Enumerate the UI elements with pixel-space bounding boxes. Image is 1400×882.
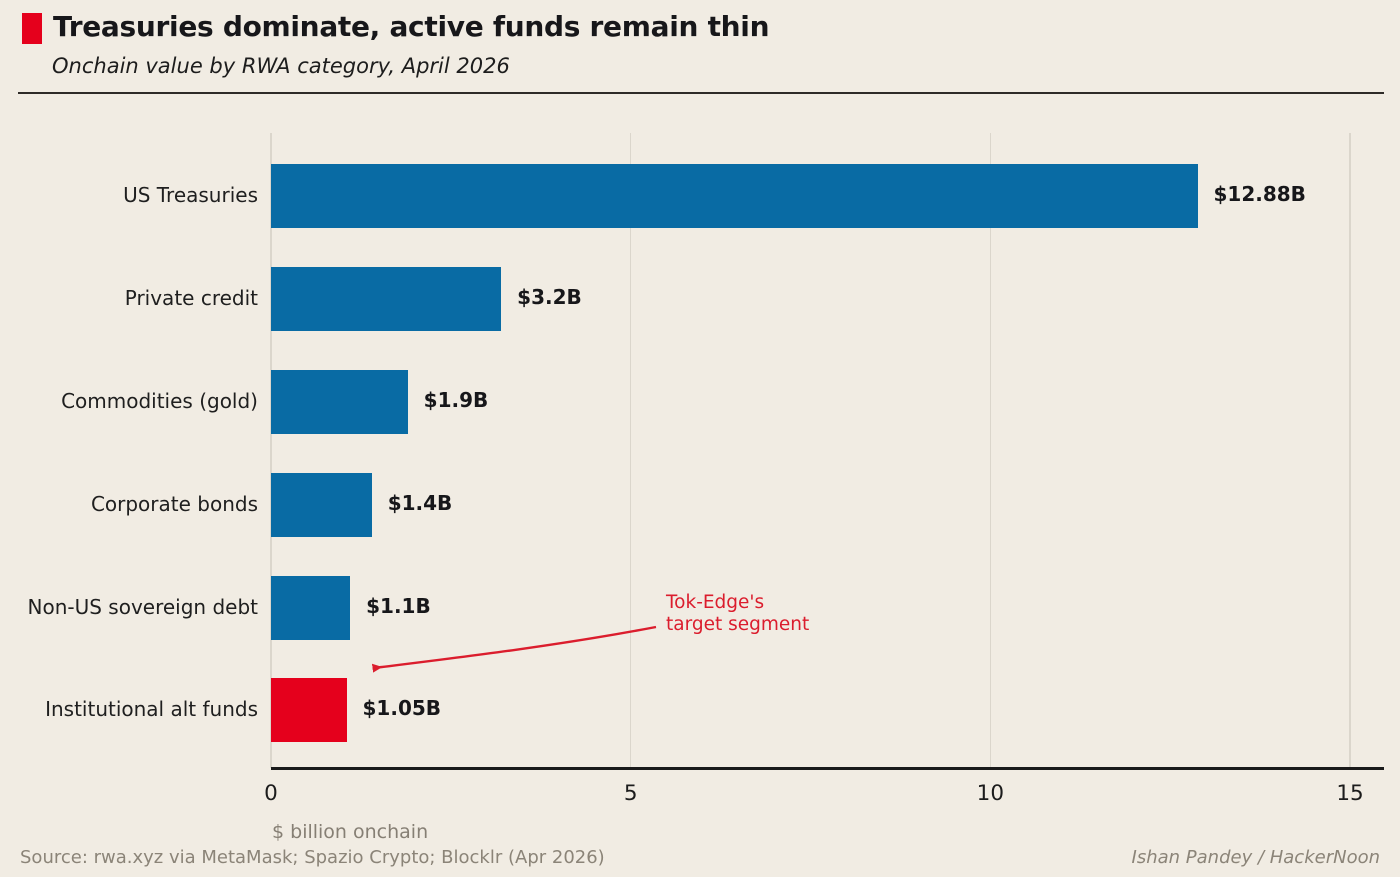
value-label: $1.4B (387, 490, 453, 515)
category-label: Institutional alt funds (45, 697, 258, 722)
annotation-line-2: target segment (666, 614, 810, 635)
value-label: $1.05B (362, 696, 442, 721)
bar (271, 267, 502, 332)
category-label: Corporate bonds (90, 491, 258, 516)
annotation-line-1: Tok-Edge's (666, 592, 765, 613)
category-label: Non-US sovereign debt (27, 594, 259, 619)
x-tick-label: 10 (976, 781, 1004, 806)
gridline (629, 133, 632, 768)
value-label: $3.2B (517, 285, 582, 310)
value-label: $1.1B (366, 593, 431, 618)
bar (271, 575, 351, 640)
bar (271, 370, 408, 434)
bar (271, 472, 372, 537)
value-label: $1.9B (423, 388, 489, 412)
x-axis-line (271, 767, 1384, 770)
chart-subtitle: Onchain value by RWA category, April 202… (52, 54, 510, 78)
x-tick-label: 15 (1336, 781, 1364, 806)
bottom-strip (0, 877, 1400, 882)
header-divider (18, 92, 1384, 94)
x-axis-label: $ billion onchain (272, 821, 429, 843)
x-tick-label: 5 (623, 781, 638, 806)
title-accent-square (22, 13, 42, 44)
category-label: Private credit (124, 286, 258, 311)
gridline (989, 133, 992, 768)
gridline (270, 133, 272, 768)
page-title: Treasuries dominate, active funds remain… (53, 10, 770, 43)
value-label: $12.88B (1213, 182, 1306, 207)
credit-text: Ishan Pandey / HackerNoon (1131, 847, 1380, 868)
category-label: Commodities (gold) (61, 389, 258, 413)
annotation-text: Tok-Edge's target segment (666, 592, 809, 636)
category-label: US Treasuries (123, 183, 258, 208)
gridline (1349, 133, 1351, 768)
source-text: Source: rwa.xyz via MetaMask; Spazio Cry… (20, 847, 605, 868)
x-tick-label: 0 (264, 781, 278, 806)
bar (271, 678, 347, 743)
bar (271, 164, 1198, 229)
